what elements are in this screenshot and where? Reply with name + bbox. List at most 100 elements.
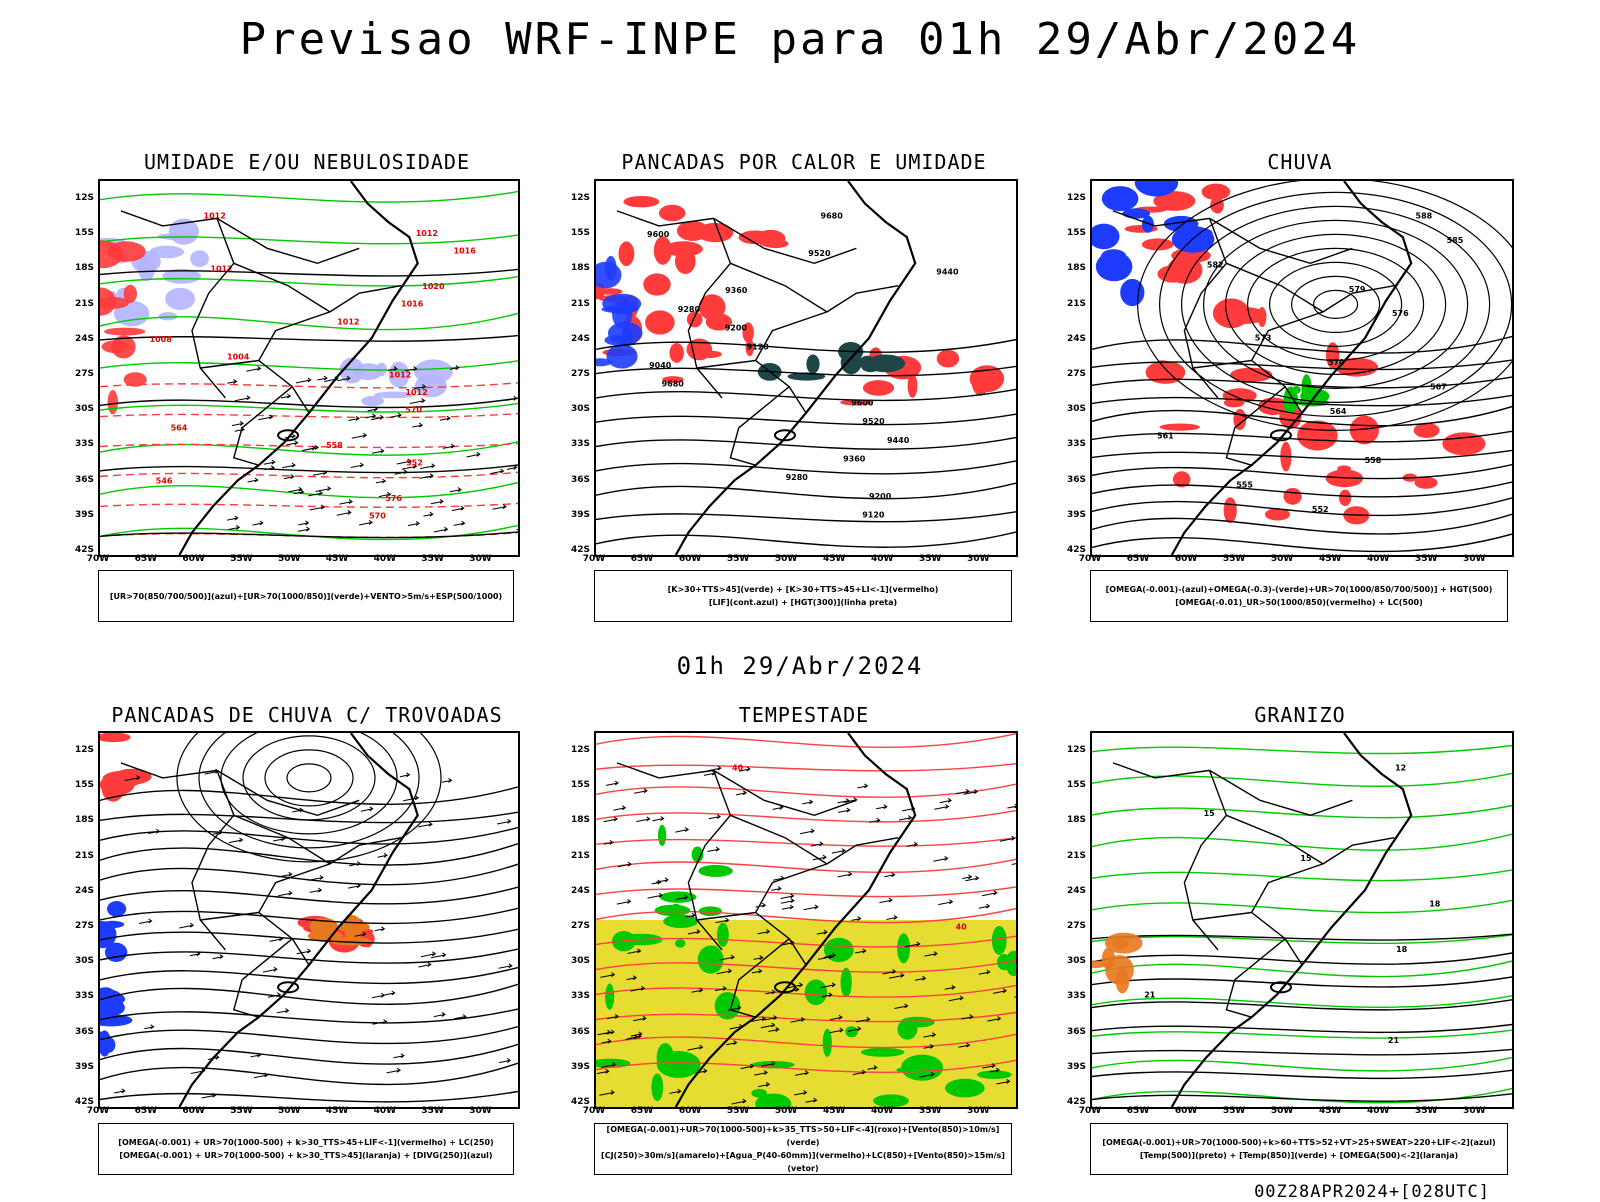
wind-vector	[430, 498, 444, 505]
contour-label: 558	[1365, 456, 1382, 465]
wind-vector-850	[740, 1063, 755, 1070]
wind-vector	[283, 474, 295, 480]
low-level-humidity-contour	[100, 481, 518, 499]
wind-vector-850	[857, 783, 869, 789]
wind-vector-850	[924, 951, 938, 957]
omega-green-area	[1283, 386, 1298, 414]
convective-instability-area	[762, 239, 789, 249]
thunderstorm-area	[101, 775, 125, 802]
latitude-tick-label: 18S	[1066, 263, 1086, 274]
political-border	[687, 218, 732, 399]
low-level-jet-850-area	[717, 922, 729, 947]
streamline-arrow	[399, 772, 411, 778]
wind-vector-850	[822, 992, 833, 998]
streamline-250	[100, 886, 518, 905]
wind-vector	[227, 515, 239, 521]
latitude-tick-label: 42S	[1066, 545, 1086, 555]
convective-instability-area	[745, 338, 754, 357]
wind-vector-850	[780, 893, 795, 899]
wind-vector	[516, 528, 518, 531]
wind-vector-850	[708, 765, 722, 772]
latitude-tick-label: 42S	[570, 545, 590, 555]
precipitable-water-contour	[596, 959, 1016, 973]
contour-label: 570	[405, 406, 422, 415]
longitude-tick-label: 70W	[86, 554, 110, 564]
precipitable-water-contour	[596, 1059, 1016, 1073]
legend-line: [OMEGA(-0.001)-(azul)+OMEGA(-0.3)-(verde…	[1105, 585, 1493, 594]
longitude-tick-label: 45W	[822, 554, 846, 564]
wind-vector	[401, 463, 418, 470]
low-level-jet-850-area	[675, 938, 686, 948]
low-level-jet-850-area	[656, 1043, 674, 1072]
wind-vector	[246, 365, 262, 372]
omega-blue-area	[1095, 251, 1133, 282]
streamline-250	[100, 863, 518, 886]
contour-label: 9520	[808, 249, 831, 258]
streamline-arrow	[349, 861, 362, 867]
contour-label: 9200	[869, 492, 892, 501]
wind-vector-850	[818, 954, 834, 960]
legend-line: [OMEGA(-0.01)_UR>50(1000/850)(vermelho) …	[1175, 598, 1423, 607]
latitude-tick-label: 15S	[1066, 228, 1086, 239]
rain-area	[1442, 432, 1486, 456]
wind-vector-850	[656, 877, 669, 883]
wind-vector-850	[794, 1070, 810, 1076]
legend-tempestade: [OMEGA(-0.001)+UR>70(1000-500)+k>35_TTS>…	[594, 1123, 1012, 1175]
rain-area	[1283, 487, 1302, 505]
low-level-jet-850-area	[755, 1093, 792, 1107]
wind-vector-850	[803, 904, 819, 911]
geopotential-height-500	[1092, 513, 1512, 535]
rain-area	[1223, 497, 1237, 524]
wind-vector	[419, 473, 434, 479]
longitude-tick-label: 30W	[469, 554, 492, 564]
wind-vector-850	[799, 828, 815, 835]
humidity-shading	[101, 340, 130, 354]
political-border	[233, 262, 402, 313]
wind-vector	[337, 375, 351, 382]
wind-vector-850	[781, 904, 795, 910]
longitude-tick-label: 30W	[967, 554, 990, 564]
contour-label: 9600	[851, 398, 874, 407]
thickness-contour	[100, 382, 518, 389]
temperature-850-contour	[1092, 833, 1512, 851]
wind-vector-850	[933, 855, 949, 862]
streamline-arrow	[201, 1092, 217, 1099]
longitude-tick-label: 30W	[1463, 554, 1486, 564]
streamline-250	[176, 733, 442, 863]
omega-blue-area	[1122, 208, 1151, 219]
panel-title-granizo: GRANIZO	[1254, 703, 1346, 727]
wind-vector-850	[869, 817, 881, 823]
latitude-tick-label: 30S	[1066, 404, 1086, 415]
temperature-500-contour	[1092, 1048, 1512, 1056]
latitude-tick-label: 12S	[1066, 745, 1086, 755]
map-canvas: 12 15 15 18 18 21 21	[1092, 733, 1512, 1107]
legend-line: [OMEGA(-0.001)+UR>70(1000-500)+k>35_TTS>…	[606, 1125, 1000, 1147]
humidity-mid-level-area	[414, 359, 453, 384]
wind-vector-850	[764, 1015, 778, 1021]
latitude-tick-label: 18S	[570, 263, 590, 274]
contour-label: 9600	[647, 230, 670, 239]
temperature-500-contour	[1092, 1023, 1512, 1034]
thunderstorm-area-orange	[344, 915, 362, 943]
wind-vector-850	[714, 985, 727, 992]
wind-vector	[367, 406, 379, 412]
streamline-arrow	[273, 836, 286, 842]
political-border	[729, 938, 790, 1018]
convective-instability-area	[971, 369, 990, 396]
wind-vector-850	[626, 975, 638, 981]
temperature-500-contour	[1092, 976, 1512, 988]
streamline-arrow	[371, 992, 386, 999]
precipitable-water-contour	[596, 907, 1016, 924]
contour-label: 15	[1300, 854, 1312, 863]
wind-vector-850	[726, 1040, 738, 1046]
divergence-250-area	[104, 1000, 125, 1016]
wind-vector	[407, 520, 421, 527]
thunderstorm-area	[100, 733, 131, 743]
geopotential-height-500	[1092, 335, 1512, 354]
wind-vector-850	[939, 797, 953, 804]
streamline-250	[242, 735, 376, 821]
political-border	[696, 359, 807, 414]
wind-vector-850	[617, 861, 632, 868]
latitude-tick-label: 39S	[570, 1061, 590, 1072]
wind-vector-850	[987, 1016, 1002, 1022]
